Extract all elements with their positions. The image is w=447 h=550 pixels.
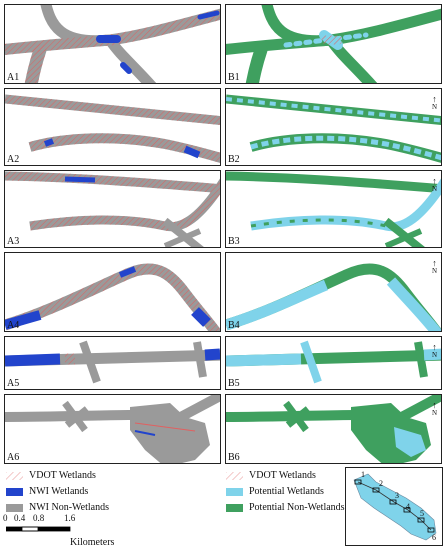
map-panel-b5: ↑ N B5 bbox=[225, 336, 442, 390]
north-arrow-icon: ↑ N bbox=[431, 342, 437, 359]
map-panel-b6: ↑ N B6 bbox=[225, 394, 442, 464]
legend-item-potential-non-wetlands: Potential Non-Wetlands bbox=[226, 502, 345, 514]
map-panel-a3: A3 bbox=[4, 170, 221, 248]
north-arrow-icon: ↑ N bbox=[431, 400, 437, 417]
inset-label-3: 3 bbox=[395, 491, 399, 500]
map-panel-b1: B1 bbox=[225, 4, 442, 84]
legend-label: Potential Non-Wetlands bbox=[249, 502, 345, 513]
map-panel-a1: A1 bbox=[4, 4, 221, 84]
green-swatch-icon bbox=[226, 504, 243, 512]
map-panel-a4: A4 bbox=[4, 252, 221, 332]
legend-label: Potential Wetlands bbox=[249, 486, 324, 497]
map-panel-b4: ↑ N B4 bbox=[225, 252, 442, 332]
inset-label-1: 1 bbox=[361, 470, 365, 479]
gray-swatch-icon bbox=[6, 504, 23, 512]
north-arrow-icon: ↑ N bbox=[431, 176, 437, 193]
legend-label: VDOT Wetlands bbox=[249, 470, 316, 481]
panel-label: A2 bbox=[7, 154, 20, 165]
inset-label-4: 4 bbox=[406, 502, 410, 511]
inset-locator-map: 1 2 3 4 5 6 bbox=[345, 467, 443, 546]
map-panel-b3: ↑ N B3 bbox=[225, 170, 442, 248]
scale-bar-graphic bbox=[6, 526, 71, 532]
hatch-swatch-icon bbox=[226, 472, 243, 480]
panel-label: B2 bbox=[228, 154, 240, 165]
scale-units: Kilometers bbox=[70, 537, 115, 548]
map-panel-b2: ↑ N B2 bbox=[225, 88, 442, 166]
panel-label: A6 bbox=[7, 452, 20, 463]
inset-label-5: 5 bbox=[420, 509, 424, 518]
panel-label: B3 bbox=[228, 236, 240, 247]
hatch-swatch-icon bbox=[6, 472, 23, 480]
panel-label: A5 bbox=[7, 378, 20, 389]
map-panel-a2: A2 bbox=[4, 88, 221, 166]
north-arrow-icon: ↑ N bbox=[431, 94, 437, 111]
map-panel-a6: A6 bbox=[4, 394, 221, 464]
panel-label: A3 bbox=[7, 236, 20, 247]
blue-swatch-icon bbox=[6, 488, 23, 496]
legend-label: NWI Non-Wetlands bbox=[29, 502, 110, 513]
legend-item-nwi-wetlands: NWI Wetlands bbox=[6, 486, 88, 498]
legend-label: VDOT Wetlands bbox=[29, 470, 96, 481]
legend-item-vdot-wetlands: VDOT Wetlands bbox=[6, 470, 96, 482]
inset-label-6: 6 bbox=[432, 533, 436, 542]
panel-label: B5 bbox=[228, 378, 240, 389]
legend-item-vdot-wetlands: VDOT Wetlands bbox=[226, 470, 316, 482]
map-panel-a5: A5 bbox=[4, 336, 221, 390]
light-blue-swatch-icon bbox=[226, 488, 243, 496]
panel-label: B6 bbox=[228, 452, 240, 463]
legend-label: NWI Wetlands bbox=[29, 486, 89, 497]
panel-label: B4 bbox=[228, 320, 240, 331]
panel-label: A1 bbox=[7, 72, 20, 83]
panel-label: A4 bbox=[7, 320, 20, 331]
panel-label: B1 bbox=[228, 72, 240, 83]
legend-item-potential-wetlands: Potential Wetlands bbox=[226, 486, 324, 498]
inset-label-2: 2 bbox=[379, 479, 383, 488]
north-arrow-icon: ↑ N bbox=[431, 258, 437, 275]
legend-item-nwi-non-wetlands: NWI Non-Wetlands bbox=[6, 502, 109, 514]
